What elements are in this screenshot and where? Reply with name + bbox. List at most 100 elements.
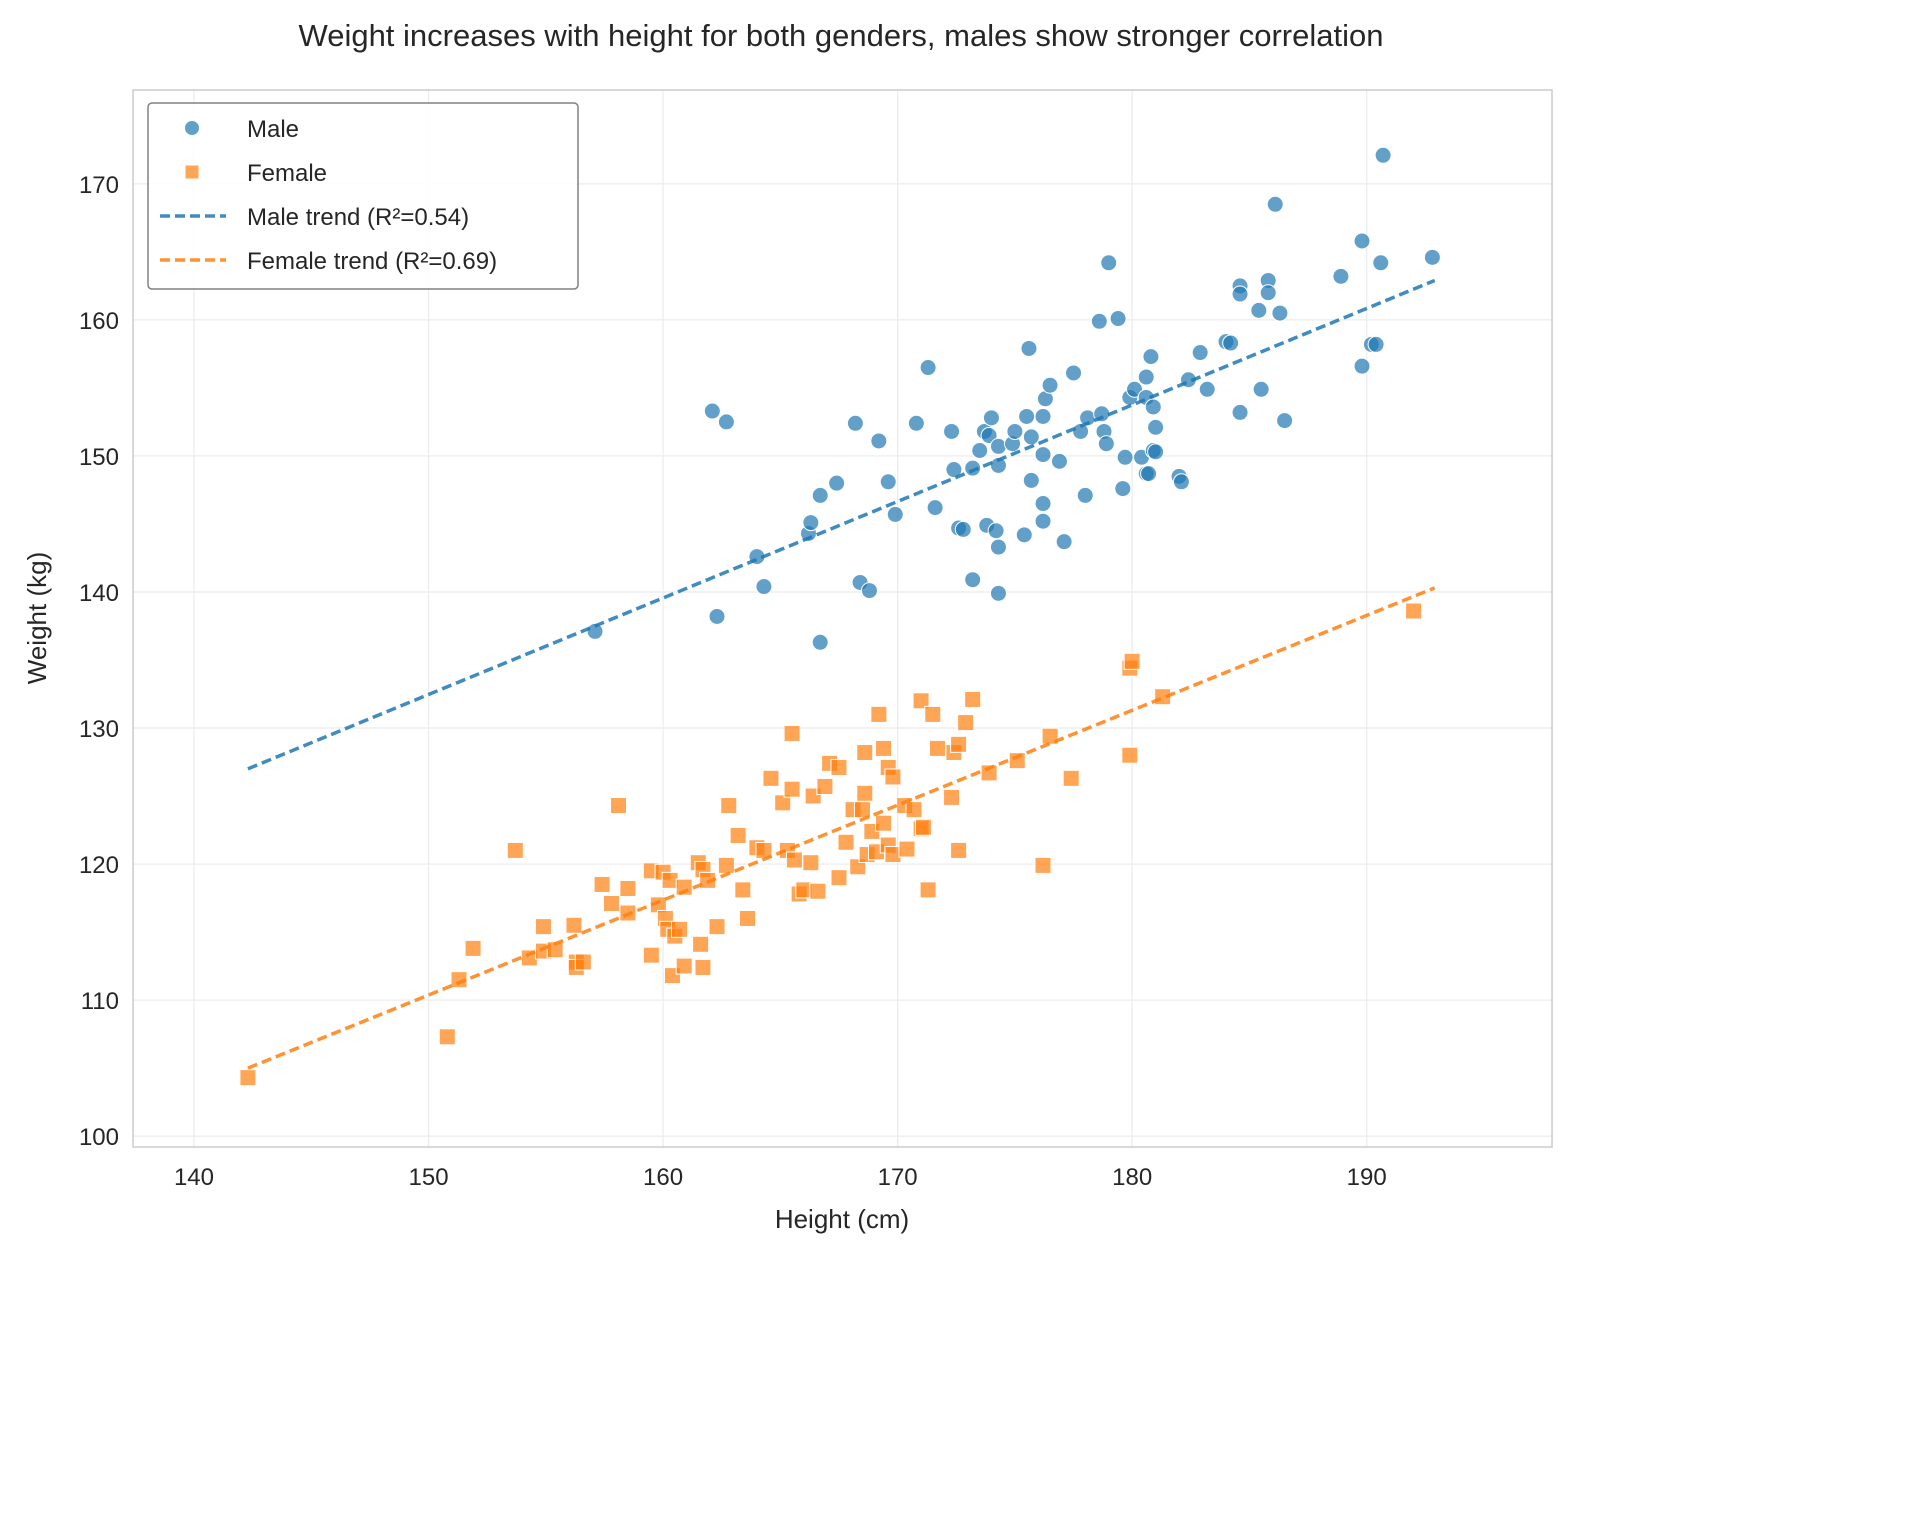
y-tick-label: 120 — [79, 852, 119, 879]
male-point — [1034, 407, 1052, 425]
male-point — [1034, 446, 1052, 464]
male-point — [860, 582, 878, 600]
male-point — [1259, 284, 1277, 302]
female-point — [534, 918, 552, 936]
male-point — [717, 413, 735, 431]
male-point — [1147, 443, 1165, 461]
legend-box — [147, 102, 579, 290]
female-point — [875, 814, 893, 832]
male-point — [1367, 335, 1385, 353]
male-point — [1142, 348, 1160, 366]
male-point — [1022, 471, 1040, 489]
male-point — [964, 459, 982, 477]
legend-male-label: Male — [247, 116, 299, 143]
male-point — [1109, 310, 1127, 328]
male-trend-r-line — [247, 278, 1436, 771]
male-point — [989, 437, 1007, 455]
male-point — [1022, 428, 1040, 446]
data-marks — [239, 146, 1441, 1087]
male-point — [1147, 418, 1165, 436]
y-tick-label: 100 — [79, 1124, 119, 1151]
male-point — [1018, 407, 1036, 425]
male-point — [802, 514, 820, 532]
legend-female-marker — [184, 164, 200, 180]
male-point — [1250, 301, 1268, 319]
male-point — [1222, 334, 1240, 352]
male-point — [1090, 312, 1108, 330]
female-point — [438, 1028, 456, 1046]
male-point — [1065, 364, 1083, 382]
female-point — [762, 769, 780, 787]
male-point — [1140, 465, 1158, 483]
female-point — [239, 1069, 257, 1087]
male-point — [1271, 304, 1289, 322]
female-trend-r-line — [247, 586, 1436, 1070]
female-point — [905, 801, 923, 819]
male-point — [886, 505, 904, 523]
female-point — [875, 739, 893, 757]
male-point — [1041, 376, 1059, 394]
male-point — [907, 414, 925, 432]
female-point — [837, 833, 855, 851]
female-point — [856, 743, 874, 761]
female-point — [464, 939, 482, 957]
legend-male-marker — [184, 120, 200, 136]
male-point — [828, 474, 846, 492]
male-point — [1372, 254, 1390, 272]
female-point — [1123, 652, 1141, 670]
y-axis-label: Weight (kg) — [22, 552, 52, 684]
male-point — [1034, 495, 1052, 513]
female-point — [506, 841, 524, 859]
male-point — [1231, 403, 1249, 421]
male-point — [811, 486, 829, 504]
x-tick-label: 190 — [1347, 1164, 1387, 1191]
male-point — [964, 571, 982, 589]
female-point — [924, 705, 942, 723]
male-point — [1266, 195, 1284, 213]
male-point — [708, 607, 726, 625]
male-point — [980, 427, 998, 445]
female-point — [739, 909, 757, 927]
female-point — [914, 818, 932, 836]
female-point — [670, 920, 688, 938]
female-point — [957, 714, 975, 732]
x-tick-label: 180 — [1112, 1164, 1152, 1191]
x-tick-label: 160 — [643, 1164, 683, 1191]
legend-female-label: Female — [247, 160, 327, 187]
male-point — [1172, 473, 1190, 491]
female-point — [943, 788, 961, 806]
female-point — [912, 692, 930, 710]
male-point — [1050, 452, 1068, 470]
female-point — [950, 735, 968, 753]
x-axis-ticks: 140 150 160 170 180 190 — [174, 1164, 1387, 1191]
male-point — [1374, 146, 1392, 164]
y-tick-label: 150 — [79, 444, 119, 471]
female-point — [642, 946, 660, 964]
male-point — [982, 409, 1000, 427]
male-point — [811, 633, 829, 651]
male-point — [1020, 339, 1038, 357]
female-point — [870, 705, 888, 723]
female-point — [717, 856, 735, 874]
x-tick-label: 170 — [878, 1164, 918, 1191]
male-point — [989, 584, 1007, 602]
male-point — [1137, 368, 1155, 386]
male-point — [1055, 533, 1073, 551]
x-axis-label: Height (cm) — [775, 1204, 909, 1234]
female-point — [853, 801, 871, 819]
y-axis-ticks: 100 110 120 130 140 150 160 170 — [79, 172, 119, 1151]
male-point — [1353, 357, 1371, 375]
male-point — [1231, 285, 1249, 303]
y-tick-label: 110 — [81, 988, 119, 1015]
male-point — [987, 522, 1005, 540]
female-point — [1405, 602, 1423, 620]
x-tick-label: 150 — [409, 1164, 449, 1191]
male-point — [971, 441, 989, 459]
male-point — [586, 622, 604, 640]
male-point — [954, 520, 972, 538]
female-point — [729, 826, 747, 844]
y-tick-label: 130 — [79, 716, 119, 743]
male-point — [1072, 422, 1090, 440]
male-point — [1126, 380, 1144, 398]
